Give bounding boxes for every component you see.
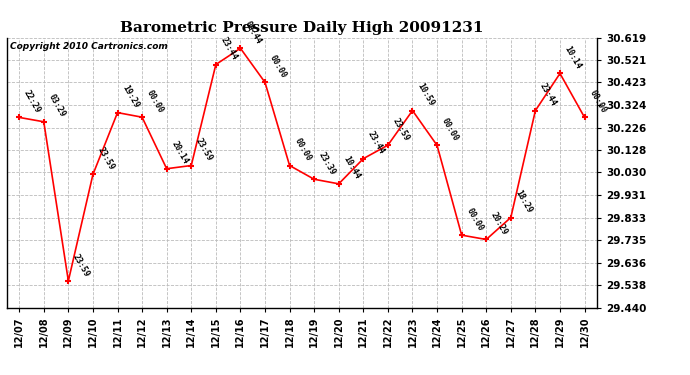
Text: 22:29: 22:29 <box>22 88 42 115</box>
Text: 20:14: 20:14 <box>170 140 190 166</box>
Text: 10:44: 10:44 <box>342 155 362 181</box>
Text: 18:29: 18:29 <box>513 189 534 215</box>
Text: 03:29: 03:29 <box>46 93 67 119</box>
Text: 00:00: 00:00 <box>440 116 460 142</box>
Text: 09:44: 09:44 <box>243 20 264 45</box>
Text: 23:44: 23:44 <box>219 36 239 62</box>
Title: Barometric Pressure Daily High 20091231: Barometric Pressure Daily High 20091231 <box>120 21 484 35</box>
Text: 23:44: 23:44 <box>366 130 386 156</box>
Text: 19:29: 19:29 <box>120 84 141 110</box>
Text: Copyright 2010 Cartronics.com: Copyright 2010 Cartronics.com <box>10 42 168 51</box>
Text: 23:59: 23:59 <box>71 252 92 278</box>
Text: 10:14: 10:14 <box>563 45 583 70</box>
Text: 00:00: 00:00 <box>587 88 608 115</box>
Text: 23:59: 23:59 <box>96 146 116 172</box>
Text: 23:59: 23:59 <box>391 116 411 142</box>
Text: 00:00: 00:00 <box>464 206 485 232</box>
Text: 23:44: 23:44 <box>538 82 558 108</box>
Text: 00:00: 00:00 <box>268 54 288 80</box>
Text: 10:59: 10:59 <box>415 82 435 108</box>
Text: 23:59: 23:59 <box>194 136 215 163</box>
Text: 23:39: 23:39 <box>317 150 337 177</box>
Text: 00:00: 00:00 <box>145 88 165 114</box>
Text: 20:29: 20:29 <box>489 210 509 237</box>
Text: 00:00: 00:00 <box>293 136 313 163</box>
